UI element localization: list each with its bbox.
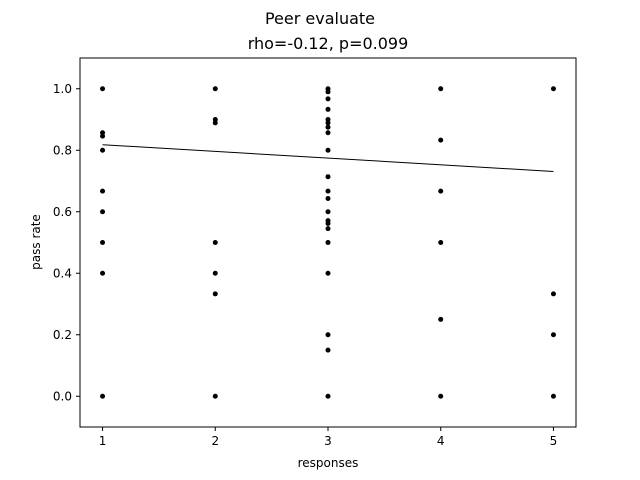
data-point — [438, 316, 444, 322]
data-point — [100, 86, 106, 92]
data-point — [550, 332, 556, 338]
data-point — [438, 240, 444, 245]
data-point — [212, 240, 218, 245]
data-point — [325, 226, 331, 232]
data-point — [325, 120, 331, 126]
data-point — [325, 196, 331, 202]
data-point — [325, 106, 331, 112]
y-tick-label: 0.4 — [53, 266, 72, 280]
data-point — [438, 137, 444, 143]
data-point — [100, 133, 106, 139]
y-tick-label: 0.6 — [53, 205, 72, 219]
data-point — [325, 332, 331, 338]
data-point — [325, 347, 331, 353]
x-tick-label: 4 — [437, 434, 445, 448]
data-point — [100, 209, 106, 215]
data-point — [100, 188, 106, 194]
data-point — [325, 188, 331, 194]
chart-title: Peer evaluate — [265, 9, 375, 28]
data-point — [212, 393, 218, 399]
data-point — [325, 174, 331, 180]
data-point — [325, 270, 331, 276]
y-tick-label: 1.0 — [53, 82, 72, 96]
x-tick-label: 2 — [211, 434, 219, 448]
data-point — [325, 393, 331, 399]
data-point — [550, 86, 556, 92]
data-point — [325, 89, 331, 95]
data-point — [100, 147, 106, 153]
data-point — [100, 270, 106, 276]
x-tick-label: 3 — [324, 434, 332, 448]
data-point — [212, 270, 218, 276]
y-tick-label: 0.8 — [53, 143, 72, 157]
x-axis-label: responses — [298, 456, 359, 470]
data-point — [325, 96, 331, 102]
plot-area — [100, 86, 556, 399]
data-point — [438, 188, 444, 194]
data-point — [325, 130, 331, 136]
data-point — [212, 86, 218, 92]
y-tick-label: 0.0 — [53, 389, 72, 403]
data-point — [438, 86, 444, 92]
data-point — [325, 240, 331, 245]
data-point — [325, 220, 331, 226]
data-point — [100, 393, 106, 399]
chart-subtitle: rho=-0.12, p=0.099 — [248, 34, 409, 53]
data-point — [550, 291, 556, 297]
data-point — [325, 147, 331, 153]
data-point — [325, 124, 331, 130]
trend-line — [102, 144, 554, 172]
data-point — [212, 120, 218, 126]
data-point — [325, 209, 331, 215]
data-point — [438, 393, 444, 399]
data-point — [212, 291, 218, 297]
y-axis-label: pass rate — [29, 214, 43, 270]
data-point — [100, 240, 106, 245]
x-tick-label: 5 — [550, 434, 558, 448]
data-point — [550, 393, 556, 399]
x-tick-label: 1 — [99, 434, 107, 448]
y-tick-label: 0.2 — [53, 328, 72, 342]
